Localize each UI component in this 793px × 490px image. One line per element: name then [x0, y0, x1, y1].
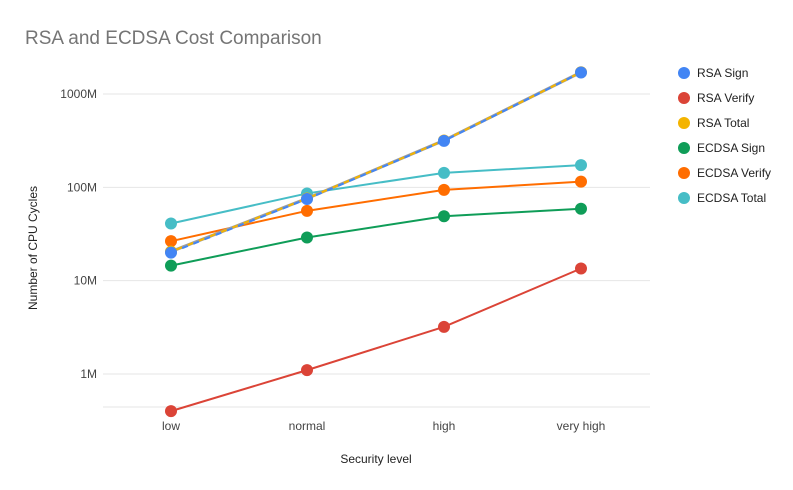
data-point [165, 217, 177, 230]
series-line [170, 267, 582, 413]
x-axis-title: Security level [340, 452, 411, 466]
data-point [438, 183, 450, 196]
y-axis-ticks: 1M 10M 100M 1000M [60, 87, 97, 381]
x-tick-label: high [433, 419, 456, 433]
legend-label: RSA Sign [697, 66, 748, 80]
data-point [301, 364, 313, 377]
legend-marker [678, 142, 690, 154]
legend-marker [678, 167, 690, 179]
x-tick-label: normal [289, 419, 326, 433]
data-point [301, 231, 313, 244]
data-point [165, 259, 177, 272]
data-point [575, 66, 587, 79]
legend-marker [678, 92, 690, 104]
data-point [575, 159, 587, 172]
legend-item: RSA Verify [678, 91, 754, 105]
legend-marker [678, 192, 690, 204]
legend-label: RSA Verify [697, 91, 754, 105]
y-tick-label: 1000M [60, 87, 97, 101]
data-point [438, 134, 450, 147]
data-point [575, 202, 587, 215]
data-point [575, 262, 587, 275]
x-axis-ticks: low normal high very high [162, 419, 605, 433]
series-line [170, 71, 582, 253]
data-point [165, 246, 177, 259]
legend-label: RSA Total [697, 116, 749, 130]
legend-item: RSA Total [678, 116, 749, 130]
legend-label: ECDSA Total [697, 191, 766, 205]
data-point [438, 320, 450, 333]
legend-marker [678, 117, 690, 129]
chart-title: RSA and ECDSA Cost Comparison [25, 28, 322, 49]
legend-marker [678, 67, 690, 79]
series-line [170, 164, 582, 225]
legend-item: ECDSA Total [678, 191, 766, 205]
series-rsa-total [165, 66, 587, 258]
data-point [301, 204, 313, 217]
series-line [170, 207, 582, 267]
data-point [575, 175, 587, 188]
series-lines [165, 66, 587, 418]
legend-label: ECDSA Verify [697, 166, 771, 180]
data-point [165, 405, 177, 418]
gridlines [103, 93, 650, 408]
series-rsa-sign [165, 66, 587, 259]
y-tick-label: 1M [80, 367, 97, 381]
series-line [170, 70, 582, 253]
y-tick-label: 100M [67, 180, 97, 194]
y-axis-title: Number of CPU Cycles [26, 186, 40, 310]
data-point [438, 210, 450, 223]
x-tick-label: very high [557, 419, 606, 433]
series-rsa-verify [165, 262, 587, 418]
data-point [165, 235, 177, 248]
legend-item: ECDSA Verify [678, 166, 771, 180]
series-line [170, 71, 582, 254]
legend-label: ECDSA Sign [697, 141, 765, 155]
series-ecdsa-sign [165, 202, 587, 272]
y-tick-label: 10M [74, 274, 97, 288]
x-tick-label: low [162, 419, 180, 433]
data-point [301, 192, 313, 205]
legend-item: RSA Sign [678, 66, 748, 80]
data-point [438, 166, 450, 179]
legend-item: ECDSA Sign [678, 141, 765, 155]
legend: RSA Sign RSA Verify RSA Total ECDSA Sign ECD… [678, 66, 771, 205]
